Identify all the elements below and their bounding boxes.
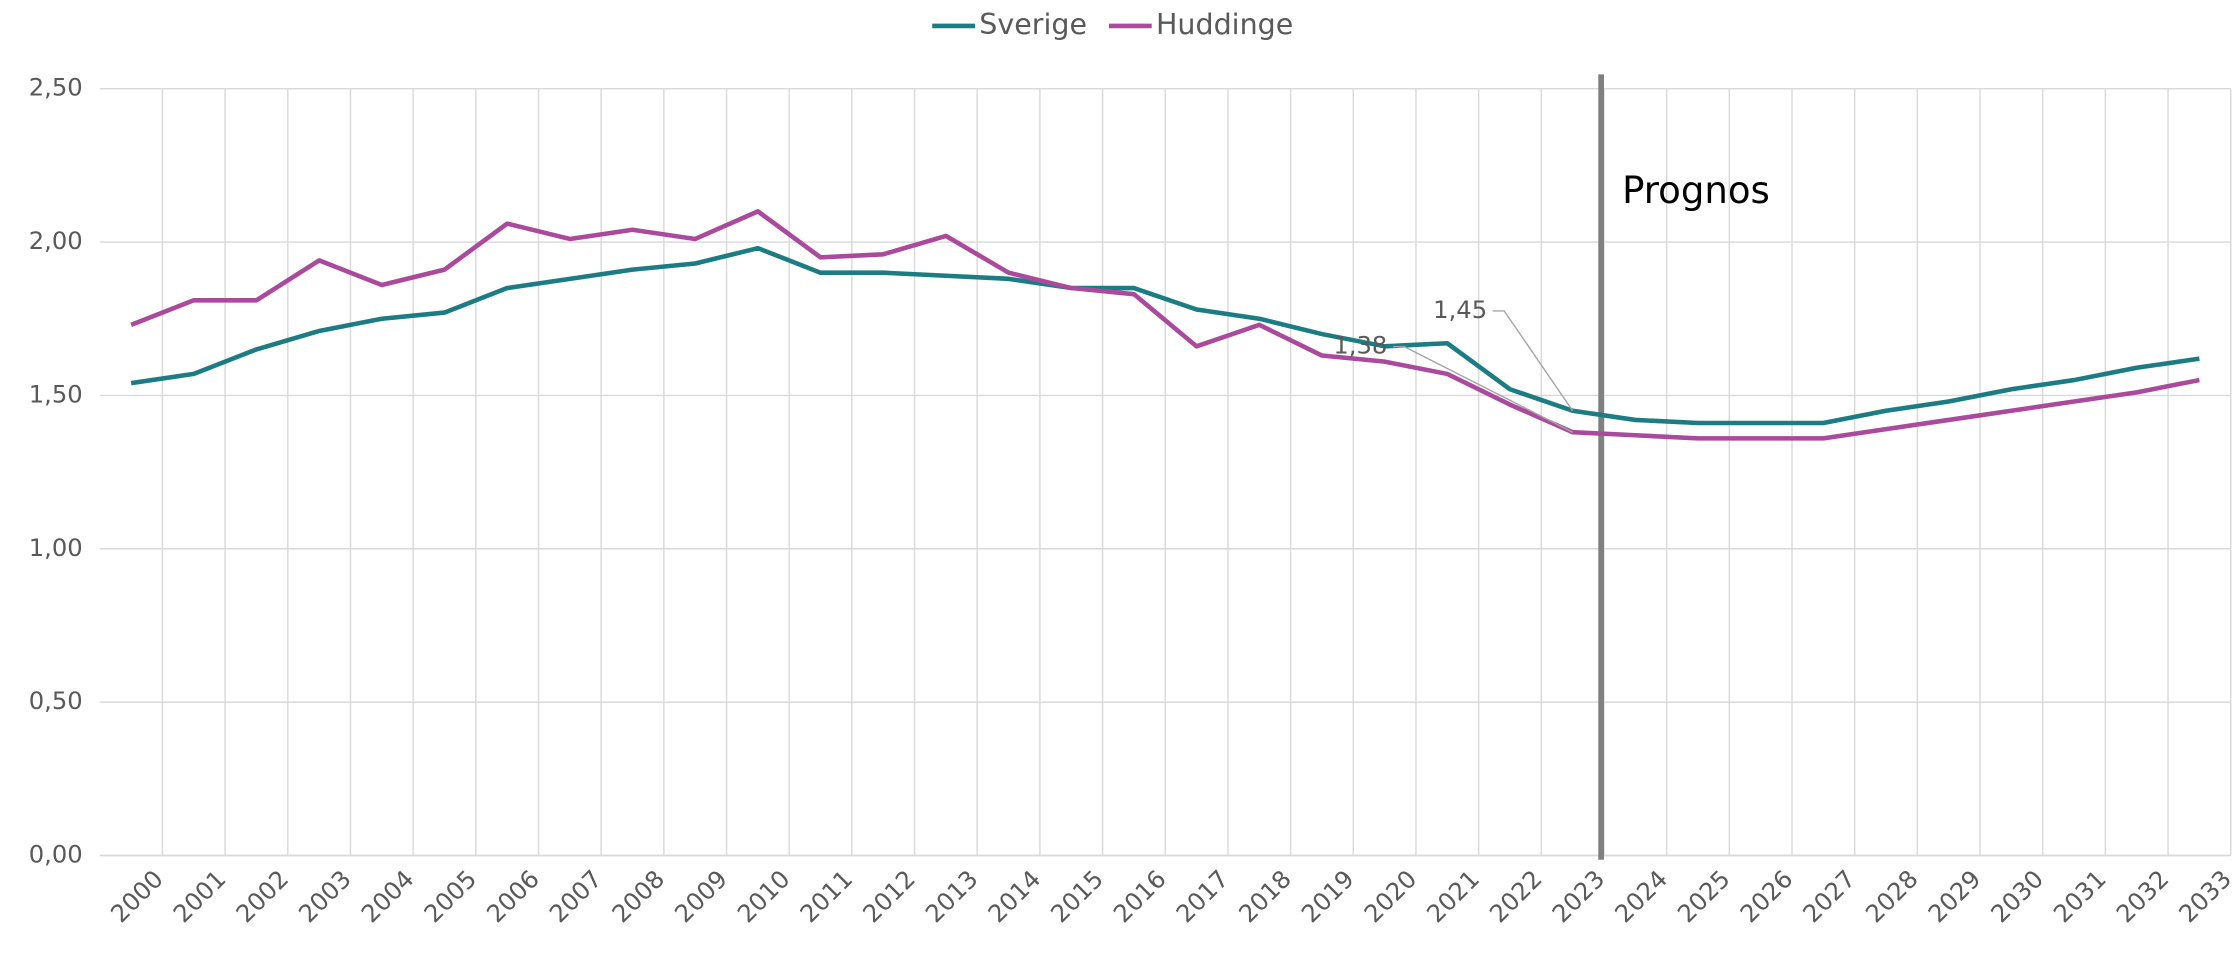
x-tick-label: 2024 <box>1610 865 1673 928</box>
line-series <box>130 209 2200 441</box>
x-tick-label: 2010 <box>732 865 795 928</box>
x-tick-label: 2022 <box>1484 865 1547 928</box>
x-tick-label: 2014 <box>983 865 1046 928</box>
x-tick-label: 2008 <box>607 865 670 928</box>
data-label: 1,45 <box>1433 296 1487 324</box>
x-tick-label: 2019 <box>1296 865 1359 928</box>
x-tick-label: 2023 <box>1547 865 1610 928</box>
x-tick-label: 2029 <box>1923 865 1986 928</box>
legend-label: Sverige <box>979 8 1087 41</box>
plot: 0,00 0,50 1,00 1,50 2,00 2,50 2000 2001 2002 2003… <box>29 8 2235 928</box>
x-tick-label: 2006 <box>481 865 544 928</box>
annotation: Prognos <box>1622 169 1770 212</box>
y-tick-label: 0,00 <box>29 841 83 869</box>
legend: Sverige Huddinge <box>932 8 1293 41</box>
x-tick-label: 2009 <box>670 865 733 928</box>
leader-line <box>1393 345 1573 433</box>
x-tick-label: 2011 <box>795 865 858 928</box>
legend-label: Huddinge <box>1156 8 1293 41</box>
y-tick-label: 2,50 <box>29 74 83 102</box>
x-tick-label: 2002 <box>231 865 294 928</box>
x-tick-label: 2016 <box>1108 865 1171 928</box>
line-series <box>130 245 2200 426</box>
y-tick-label: 0,50 <box>29 687 83 715</box>
x-tick-label: 2033 <box>2174 865 2235 928</box>
x-tick-label: 2020 <box>1359 865 1422 928</box>
y-tick-label: 1,50 <box>29 380 83 408</box>
x-tick-label: 2003 <box>293 865 356 928</box>
x-tick-label: 2015 <box>1046 865 1109 928</box>
x-tick-label: 2005 <box>419 865 482 928</box>
y-tick-label: 1,00 <box>29 534 83 562</box>
x-tick-label: 2030 <box>1986 865 2049 928</box>
x-tick-label: 2026 <box>1735 865 1798 928</box>
x-tick-label: 2032 <box>2111 865 2174 928</box>
leader-line <box>1492 310 1574 412</box>
x-tick-label: 2001 <box>168 865 231 928</box>
x-tick-label: 2012 <box>858 865 921 928</box>
x-tick-label: 2028 <box>1860 865 1923 928</box>
x-tick-label: 2018 <box>1234 865 1297 928</box>
x-tick-label: 2000 <box>105 865 168 928</box>
x-tick-label: 2021 <box>1422 865 1485 928</box>
x-tick-label: 2007 <box>544 865 607 928</box>
x-tick-label: 2013 <box>920 865 983 928</box>
data-label: 1,38 <box>1333 332 1387 360</box>
x-tick-label: 2004 <box>356 865 419 928</box>
x-tick-label: 2031 <box>2048 865 2111 928</box>
x-tick-label: 2017 <box>1171 865 1234 928</box>
y-tick-label: 2,00 <box>29 227 83 255</box>
x-tick-label: 2027 <box>1798 865 1861 928</box>
x-tick-label: 2025 <box>1672 865 1735 928</box>
